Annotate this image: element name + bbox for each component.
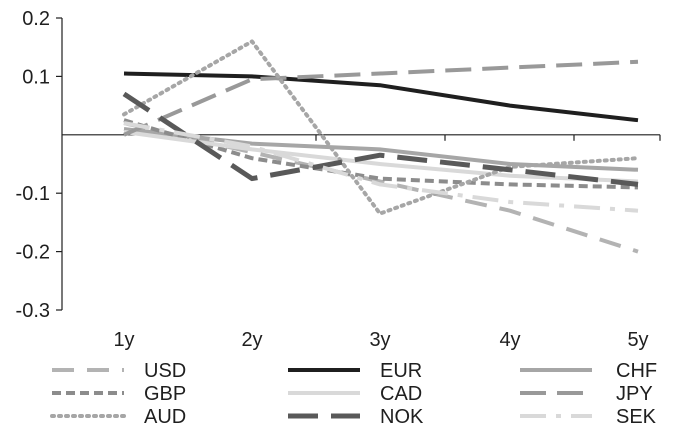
- legend-label-sek: SEK: [616, 406, 657, 428]
- x-tick-label: 5y: [627, 329, 648, 351]
- series-line-cad: [123, 129, 639, 184]
- legend-label-jpy: JPY: [616, 383, 653, 405]
- y-tick-label: -0.2: [16, 242, 50, 264]
- legend-label-cad: CAD: [380, 383, 422, 405]
- legend: USD EUR CHF GBP CAD JPY AUD NOK SEK: [50, 360, 657, 428]
- legend-label-nok: NOK: [380, 406, 424, 428]
- y-tick-label: 0.2: [22, 8, 50, 30]
- series-line-eur: [123, 71, 639, 123]
- legend-label-chf: CHF: [616, 360, 657, 382]
- legend-label-eur: EUR: [380, 360, 422, 382]
- series-line-sek: [123, 121, 639, 213]
- series-line-aud: [122, 39, 640, 216]
- x-tick-label: 4y: [499, 329, 520, 351]
- x-tick-label: 1y: [113, 329, 134, 351]
- x-tick-label: 2y: [241, 329, 262, 351]
- legend-label-gbp: GBP: [144, 383, 186, 405]
- legend-label-aud: AUD: [144, 406, 186, 428]
- y-tick-label: 0.1: [22, 66, 50, 88]
- tick-labels: 0.2 0.1 -0.1 -0.2 -0.3 1y 2y 3y 4y 5y: [16, 8, 649, 351]
- series-lines: [122, 39, 640, 254]
- series-line-jpy: [123, 59, 639, 137]
- x-tick-label: 3y: [369, 329, 390, 351]
- series-line-chf: [123, 127, 639, 172]
- y-tick-label: -0.3: [16, 300, 50, 322]
- series-line-nok: [122, 91, 639, 187]
- y-tick-label: -0.1: [16, 183, 50, 205]
- legend-label-usd: USD: [144, 360, 186, 382]
